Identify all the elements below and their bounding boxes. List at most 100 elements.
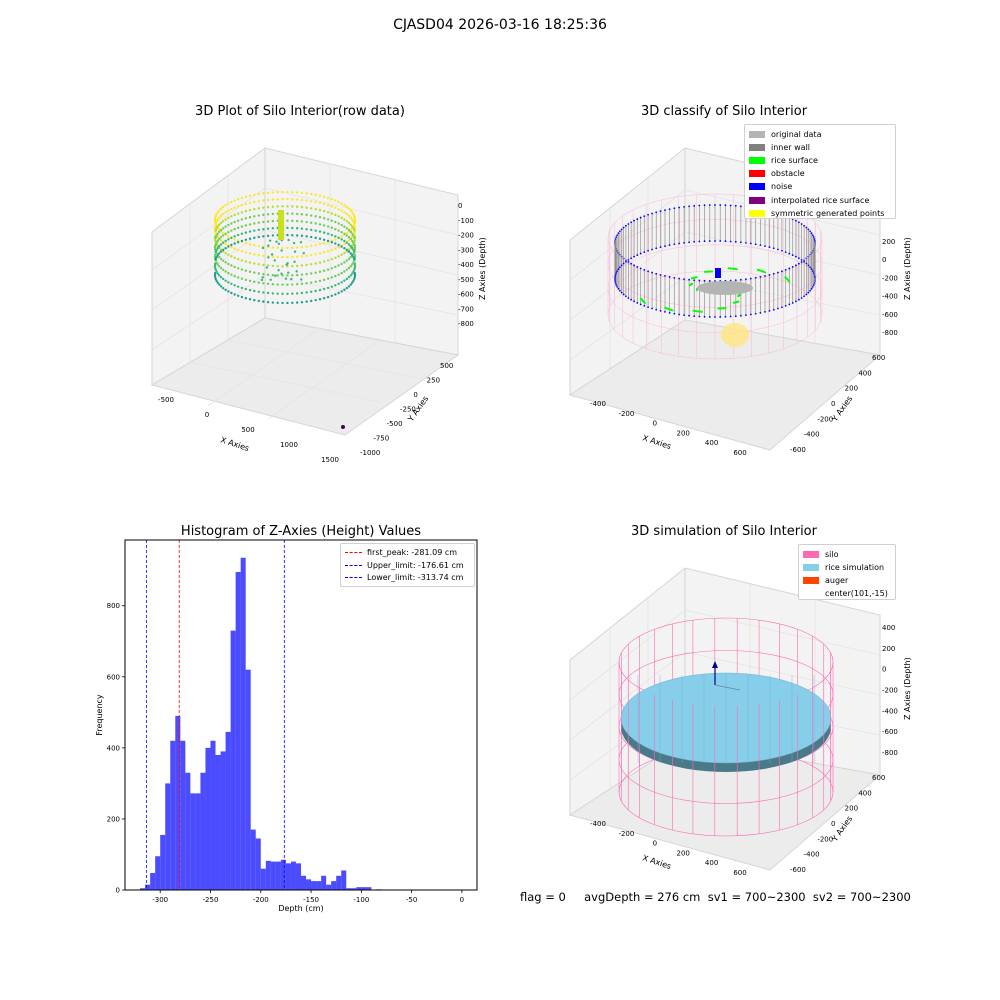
legend-line-swatch bbox=[345, 577, 362, 578]
classify-noise-point bbox=[627, 297, 630, 299]
histogram-chart: -300 -250 -200 -150 -100 -50 0 0 200 400 600 800 D… bbox=[95, 539, 478, 913]
raw-point bbox=[216, 263, 219, 266]
raw-point bbox=[334, 220, 337, 224]
histogram-bar bbox=[356, 887, 362, 890]
raw-point bbox=[295, 264, 299, 268]
classify-noise-point bbox=[807, 291, 810, 294]
legend-label: center(101,-15) bbox=[825, 589, 888, 599]
simulation-plot-title: 3D simulation of Silo Interior bbox=[631, 524, 817, 539]
raw-point bbox=[295, 292, 299, 295]
classify-rice-point bbox=[695, 276, 698, 279]
raw-point bbox=[291, 233, 294, 237]
classify-noise-point bbox=[777, 248, 779, 251]
raw-point bbox=[218, 255, 221, 259]
raw-point bbox=[248, 237, 252, 240]
raw-point bbox=[280, 249, 283, 252]
raw-point bbox=[334, 228, 337, 231]
classify-noise-point bbox=[673, 276, 676, 279]
raw-point bbox=[233, 247, 236, 250]
raw-point bbox=[253, 243, 256, 247]
classify-noise-point bbox=[630, 262, 633, 265]
classify-noise-point bbox=[688, 314, 691, 317]
classify-noise-point bbox=[797, 298, 800, 301]
classify-noise-point bbox=[647, 213, 649, 216]
raw-point bbox=[349, 265, 352, 268]
raw-point bbox=[257, 200, 260, 203]
raw-point bbox=[253, 289, 256, 293]
raw-point bbox=[340, 245, 343, 248]
raw-point bbox=[281, 255, 284, 259]
raw-point bbox=[262, 192, 265, 195]
raw-point bbox=[224, 246, 227, 250]
raw-point bbox=[216, 254, 219, 257]
classify-noise-point bbox=[719, 240, 722, 242]
raw-point bbox=[244, 242, 248, 245]
classify-z-label: Z Axies (Depth) bbox=[903, 237, 912, 300]
raw-point bbox=[314, 280, 317, 284]
raw-point bbox=[224, 225, 227, 228]
raw-point bbox=[300, 220, 304, 223]
raw-point bbox=[214, 236, 217, 239]
classify-noise-point bbox=[615, 284, 618, 286]
raw-point bbox=[221, 231, 225, 235]
raw-point bbox=[330, 226, 334, 230]
raw-point bbox=[334, 206, 337, 209]
classify-noise-point bbox=[805, 293, 808, 296]
histogram-bar bbox=[180, 740, 186, 890]
histogram-bar bbox=[200, 772, 206, 890]
raw-point bbox=[343, 225, 346, 228]
classify-z-tick: -200 bbox=[882, 274, 898, 282]
classify-noise-point bbox=[655, 211, 658, 214]
classify-noise-point bbox=[614, 280, 617, 282]
raw-point bbox=[349, 252, 352, 255]
raw-point bbox=[213, 271, 217, 275]
classify-noise-point bbox=[643, 215, 646, 218]
classify-noise-point bbox=[739, 278, 742, 281]
raw-point bbox=[213, 264, 217, 268]
classify-noise-point bbox=[668, 208, 671, 211]
classify-noise-point bbox=[749, 277, 752, 280]
classify-noise-point bbox=[614, 282, 617, 284]
raw-point bbox=[318, 279, 322, 283]
raw-point bbox=[240, 239, 244, 243]
classify-noise-point bbox=[636, 254, 639, 256]
raw-point bbox=[236, 226, 240, 230]
classify-noise-point bbox=[688, 241, 691, 244]
raw-point bbox=[337, 207, 340, 211]
classify-noise-point bbox=[759, 244, 762, 247]
histogram-bar bbox=[140, 888, 146, 890]
classify-x-tick: 600 bbox=[733, 449, 746, 457]
classify-noise-point bbox=[616, 286, 619, 288]
classify-noise-point bbox=[633, 300, 635, 303]
raw-point bbox=[275, 240, 278, 243]
raw-y-tick: -750 bbox=[373, 435, 389, 443]
raw-point bbox=[337, 273, 340, 276]
classify-noise-point bbox=[800, 261, 803, 263]
raw-point bbox=[253, 222, 256, 225]
raw-point bbox=[230, 243, 233, 247]
classify-noise-point bbox=[622, 226, 625, 229]
raw-point bbox=[286, 205, 289, 208]
classify-noise-point bbox=[754, 243, 757, 246]
simulation-z-tick: -400 bbox=[882, 707, 898, 715]
histogram-y-tick: 800 bbox=[107, 602, 120, 610]
raw-point bbox=[240, 232, 244, 235]
raw-point bbox=[281, 197, 284, 201]
raw-point bbox=[310, 228, 313, 232]
histogram-bar bbox=[351, 888, 357, 890]
classify-x-tick: 400 bbox=[705, 439, 718, 447]
raw-z-ticks: 0 -100 -200 -300 -400 -500 -600 -700 -800 bbox=[458, 202, 474, 328]
raw-point bbox=[353, 275, 357, 279]
raw-point bbox=[353, 216, 357, 220]
classify-rice-point bbox=[732, 301, 735, 304]
classify-noise-point bbox=[703, 279, 706, 282]
raw-point bbox=[214, 250, 217, 254]
classify-noise-point bbox=[795, 264, 797, 267]
classify-noise-point bbox=[812, 236, 815, 238]
raw-point bbox=[269, 278, 272, 281]
classify-x-tick: -400 bbox=[590, 400, 606, 408]
classify-noise-point bbox=[708, 316, 711, 318]
classify-noise-point bbox=[734, 204, 737, 207]
